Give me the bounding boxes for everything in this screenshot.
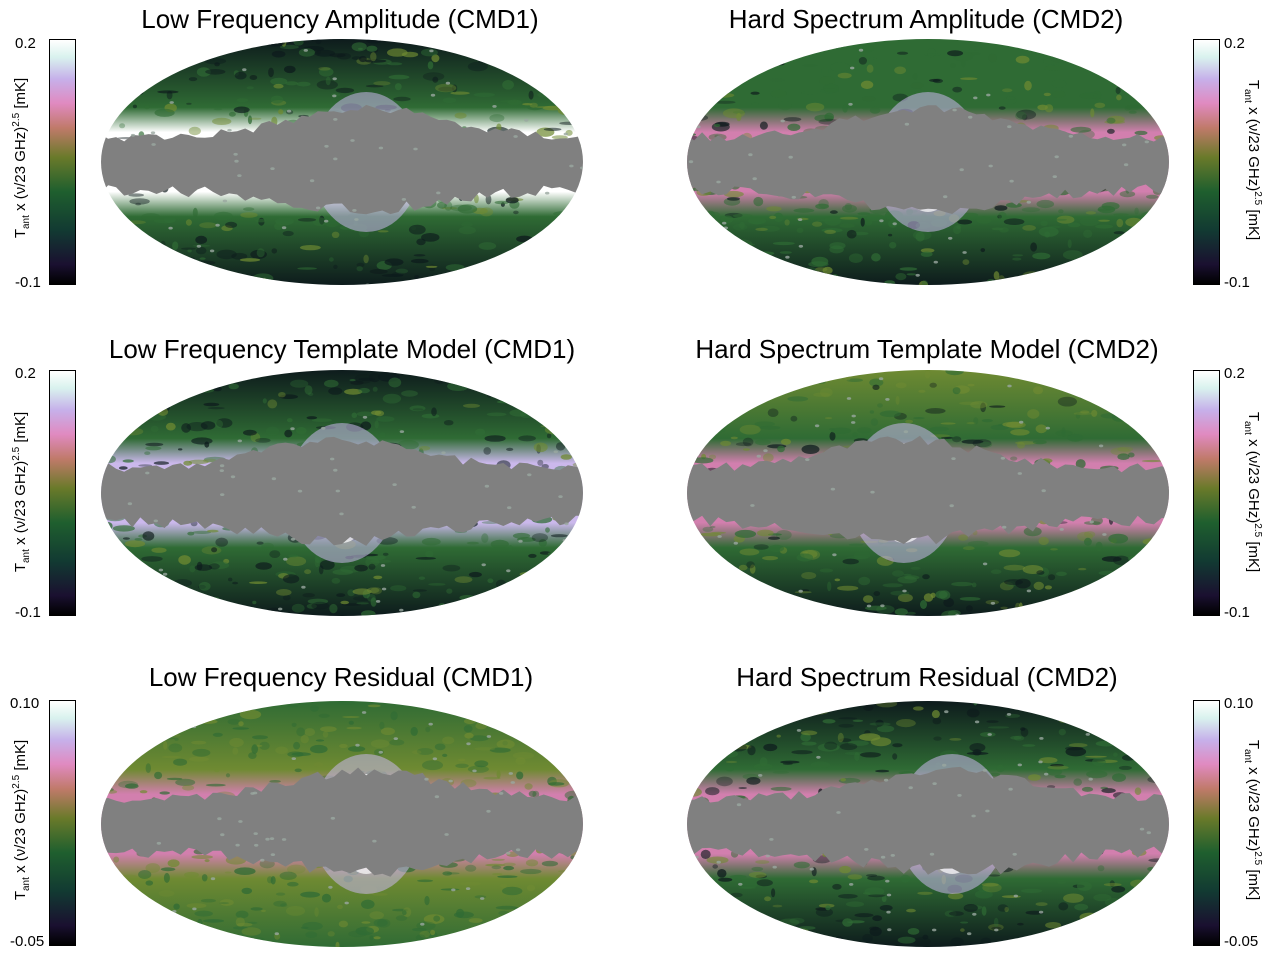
panel-title-3: Low Frequency Template Model (CMD1) xyxy=(108,334,576,364)
colorbar-5-min: -0.05 xyxy=(10,933,45,950)
panel-title-4: Hard Spectrum Template Model (CMD2) xyxy=(695,334,1159,364)
colorbar-5-label: Tant x (ν/23 GHz)2.5 [mK] xyxy=(11,739,32,901)
colorbar-6-label: Tant x (ν/23 GHz)2.5 [mK] xyxy=(1242,739,1263,901)
colorbar-4-label: Tant x (ν/23 GHz)2.5 [mK] xyxy=(1242,411,1263,573)
colorbar-3-label: Tant x (ν/23 GHz)2.5 [mK] xyxy=(11,411,32,573)
sky-map-3 xyxy=(101,370,583,616)
colorbar-1 xyxy=(49,39,76,285)
colorbar-3 xyxy=(49,370,76,616)
colorbar-2-label: Tant x (ν/23 GHz)2.5 [mK] xyxy=(1242,79,1263,241)
sky-map-2 xyxy=(687,39,1169,285)
colorbar-2-min: -0.1 xyxy=(1224,274,1250,291)
sky-map-4 xyxy=(687,370,1169,616)
colorbar-1-min: -0.1 xyxy=(15,274,41,291)
colorbar-4-min: -0.1 xyxy=(1224,604,1250,621)
sky-map-1 xyxy=(101,39,583,285)
colorbar-5 xyxy=(49,700,76,946)
panel-title-1: Low Frequency Amplitude (CMD1) xyxy=(141,4,539,34)
colorbar-2-max: 0.2 xyxy=(1224,35,1245,52)
colorbar-6 xyxy=(1193,700,1220,946)
colorbar-6-min: -0.05 xyxy=(1224,933,1259,950)
colorbar-3-max: 0.2 xyxy=(15,365,36,382)
colorbar-4-max: 0.2 xyxy=(1224,365,1245,382)
colorbar-1-max: 0.2 xyxy=(15,35,36,52)
colorbar-6-max: 0.10 xyxy=(1224,695,1254,712)
sky-map-5 xyxy=(101,701,583,947)
colorbar-2 xyxy=(1193,39,1220,285)
colorbar-5-max: 0.10 xyxy=(10,695,40,712)
colorbar-3-min: -0.1 xyxy=(15,604,41,621)
sky-map-6 xyxy=(687,701,1169,947)
colorbar-4 xyxy=(1193,370,1220,616)
panel-title-5: Low Frequency Residual (CMD1) xyxy=(148,662,534,692)
panel-title-6: Hard Spectrum Residual (CMD2) xyxy=(736,662,1118,692)
colorbar-1-label: Tant x (ν/23 GHz)2.5 [mK] xyxy=(11,77,32,239)
panel-title-2: Hard Spectrum Amplitude (CMD2) xyxy=(728,4,1124,34)
